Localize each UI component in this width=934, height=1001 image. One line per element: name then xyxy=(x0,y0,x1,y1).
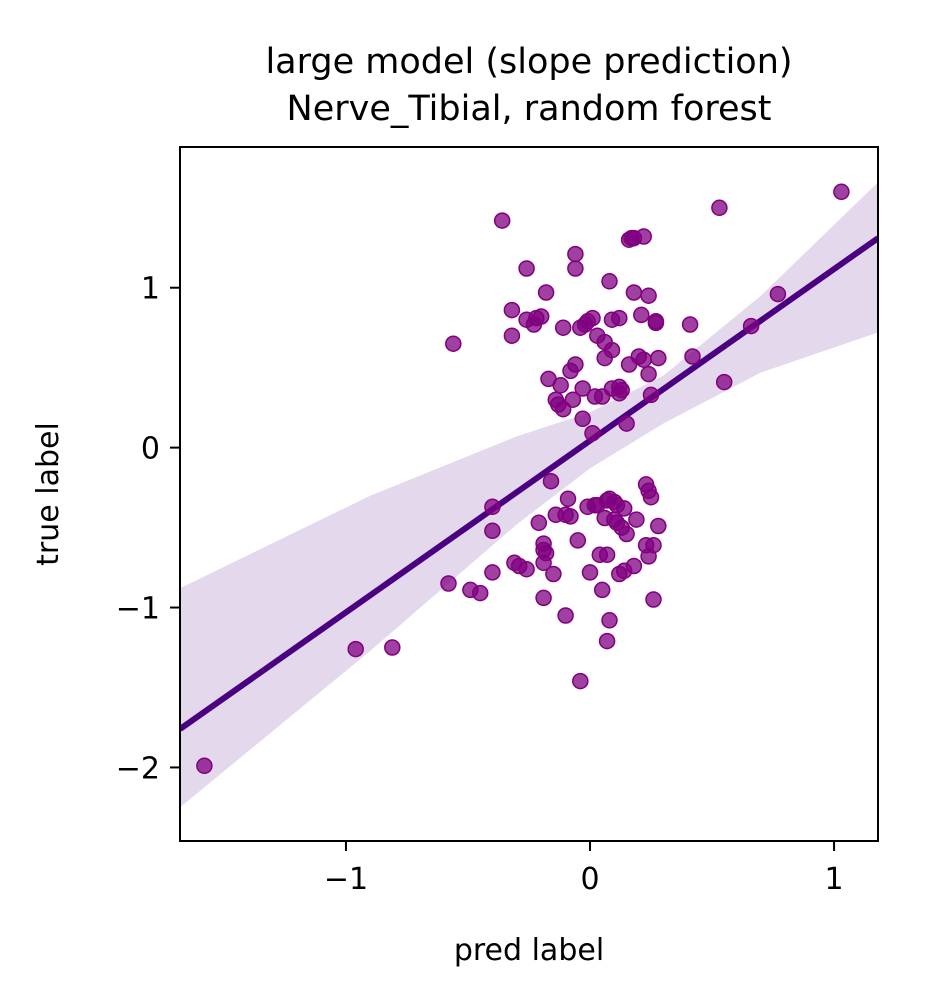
data-point xyxy=(650,349,667,367)
data-point xyxy=(625,284,643,301)
data-point xyxy=(625,557,643,575)
data-point xyxy=(384,639,401,656)
chart-title: large model (slope prediction) xyxy=(265,42,792,82)
data-point xyxy=(562,508,579,525)
data-point xyxy=(567,245,584,263)
data-point xyxy=(647,314,665,332)
data-point xyxy=(650,517,667,535)
data-point xyxy=(196,757,213,775)
data-point xyxy=(445,335,462,352)
data-point xyxy=(598,632,616,650)
data-point xyxy=(681,316,699,333)
y-tick-label: 0 xyxy=(141,432,160,467)
data-point xyxy=(518,560,535,578)
x-tick-label: 1 xyxy=(825,862,844,897)
data-point xyxy=(574,410,591,428)
data-point xyxy=(518,260,535,277)
data-point xyxy=(503,301,521,319)
data-point xyxy=(640,365,657,383)
x-axis-ticks: −1 0 1 xyxy=(324,841,844,897)
data-point xyxy=(642,386,660,404)
data-point xyxy=(542,472,560,490)
data-point xyxy=(347,640,364,658)
data-point xyxy=(537,284,555,301)
data-point xyxy=(554,400,572,418)
data-point xyxy=(493,212,511,229)
y-axis-ticks: −2 −1 0 1 xyxy=(116,272,180,786)
data-point xyxy=(742,317,760,335)
data-point xyxy=(554,319,572,336)
data-point xyxy=(611,309,628,327)
x-tick-label: 0 xyxy=(580,862,599,897)
data-point xyxy=(537,544,555,562)
data-point xyxy=(471,584,489,602)
data-point xyxy=(642,488,660,506)
data-point xyxy=(567,356,584,373)
data-point xyxy=(711,199,728,217)
data-point xyxy=(833,183,850,201)
regression-line xyxy=(180,235,878,732)
y-tick-label: 1 xyxy=(141,272,160,307)
data-point xyxy=(601,612,618,629)
data-point xyxy=(564,391,582,408)
data-point xyxy=(572,672,589,690)
data-point xyxy=(440,575,457,592)
data-point xyxy=(645,591,662,608)
data-point xyxy=(618,525,635,543)
data-point xyxy=(635,228,652,245)
data-point xyxy=(601,273,618,290)
data-point xyxy=(769,285,787,303)
data-point xyxy=(535,589,552,607)
data-point xyxy=(581,564,599,581)
data-point xyxy=(593,581,611,599)
y-tick-label: −1 xyxy=(116,592,160,627)
data-point xyxy=(559,490,577,508)
data-point xyxy=(552,377,569,394)
data-point xyxy=(545,565,562,583)
data-point xyxy=(633,306,650,324)
data-point xyxy=(484,564,501,581)
data-point xyxy=(569,532,587,549)
data-point xyxy=(598,546,616,564)
data-point xyxy=(618,415,635,432)
x-tick-label: −1 xyxy=(324,862,368,897)
data-point xyxy=(635,351,652,368)
data-point xyxy=(615,500,633,517)
data-point xyxy=(640,287,657,304)
data-point xyxy=(584,309,601,327)
data-points xyxy=(196,183,850,775)
data-point xyxy=(567,260,584,277)
data-point xyxy=(503,327,521,344)
data-point xyxy=(530,514,548,532)
data-point xyxy=(484,522,501,540)
data-point xyxy=(715,373,733,391)
plot-frame xyxy=(179,146,879,842)
data-point xyxy=(484,498,501,516)
data-point xyxy=(684,348,701,365)
y-axis-label: true label xyxy=(31,422,66,566)
chart-subtitle: Nerve_Tibial, random forest xyxy=(287,89,772,129)
data-point xyxy=(532,308,550,325)
y-tick-label: −2 xyxy=(116,751,160,786)
data-point xyxy=(603,341,621,359)
data-point xyxy=(628,511,645,528)
data-point xyxy=(645,536,662,554)
data-point xyxy=(557,607,574,624)
data-point xyxy=(584,424,601,442)
data-point xyxy=(574,380,591,397)
x-axis-label: pred label xyxy=(454,933,604,968)
data-point xyxy=(613,381,630,399)
